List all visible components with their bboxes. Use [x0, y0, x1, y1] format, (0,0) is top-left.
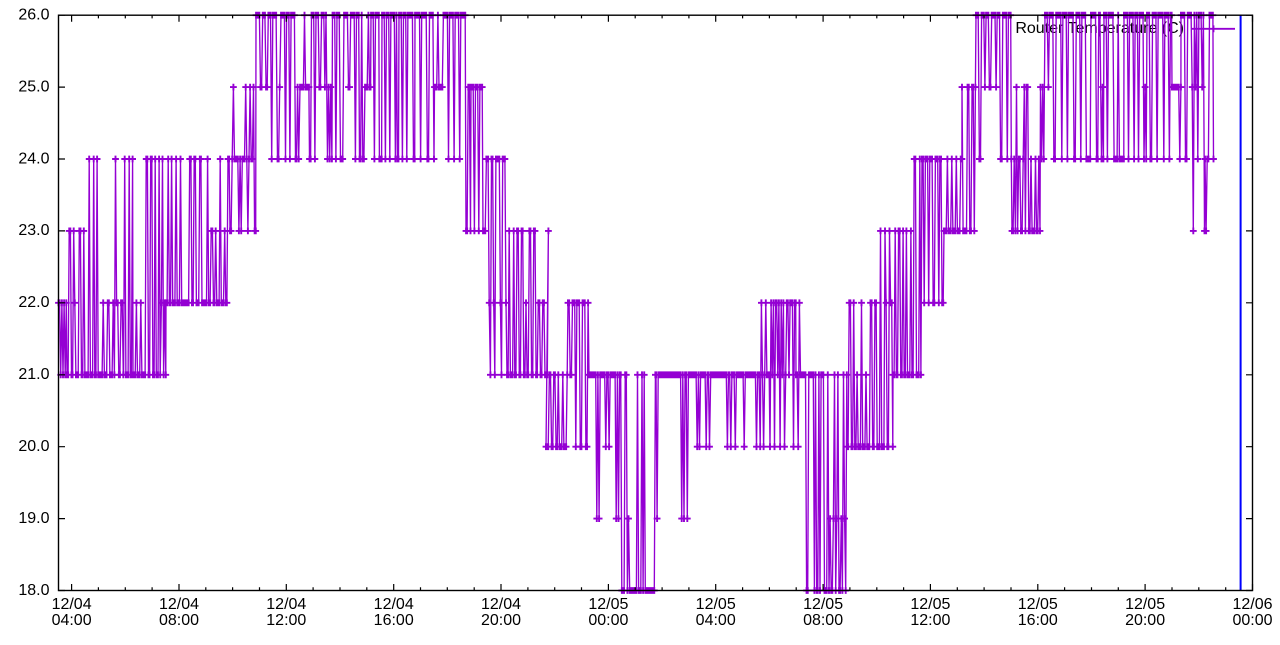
- svg-text:12/06: 12/06: [1232, 596, 1272, 613]
- svg-text:12:00: 12:00: [910, 612, 950, 629]
- svg-text:12/05: 12/05: [588, 596, 628, 613]
- svg-text:19.0: 19.0: [18, 510, 49, 527]
- svg-text:16:00: 16:00: [374, 612, 414, 629]
- svg-text:08:00: 08:00: [159, 612, 199, 629]
- svg-text:04:00: 04:00: [52, 612, 92, 629]
- svg-text:18.0: 18.0: [18, 582, 49, 599]
- svg-text:12/04: 12/04: [481, 596, 521, 613]
- svg-text:24.0: 24.0: [18, 150, 49, 167]
- svg-text:20:00: 20:00: [1125, 612, 1165, 629]
- svg-text:22.0: 22.0: [18, 294, 49, 311]
- svg-text:12/04: 12/04: [374, 596, 414, 613]
- svg-text:12/04: 12/04: [159, 596, 199, 613]
- svg-text:12/04: 12/04: [266, 596, 306, 613]
- svg-text:12/05: 12/05: [1018, 596, 1058, 613]
- svg-text:26.0: 26.0: [18, 7, 49, 24]
- svg-text:12/05: 12/05: [803, 596, 843, 613]
- svg-text:21.0: 21.0: [18, 366, 49, 383]
- svg-text:16:00: 16:00: [1018, 612, 1058, 629]
- svg-text:12/05: 12/05: [1125, 596, 1165, 613]
- svg-text:25.0: 25.0: [18, 78, 49, 95]
- svg-text:12:00: 12:00: [266, 612, 306, 629]
- svg-text:00:00: 00:00: [1232, 612, 1272, 629]
- svg-text:12/05: 12/05: [910, 596, 950, 613]
- svg-text:23.0: 23.0: [18, 222, 49, 239]
- svg-text:12/04: 12/04: [52, 596, 92, 613]
- svg-text:04:00: 04:00: [696, 612, 736, 629]
- svg-text:08:00: 08:00: [803, 612, 843, 629]
- svg-text:00:00: 00:00: [588, 612, 628, 629]
- svg-text:20:00: 20:00: [481, 612, 521, 629]
- svg-text:20.0: 20.0: [18, 438, 49, 455]
- svg-text:12/05: 12/05: [696, 596, 736, 613]
